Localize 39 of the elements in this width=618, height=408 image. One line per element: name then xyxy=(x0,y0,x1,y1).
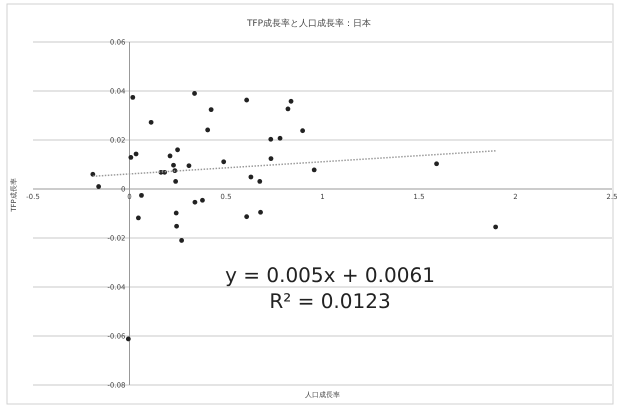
point xyxy=(244,98,250,102)
point xyxy=(134,152,138,156)
point xyxy=(136,216,141,220)
point xyxy=(288,98,294,104)
point xyxy=(192,91,197,96)
point xyxy=(248,174,254,180)
chart-title: TFP成長率と人口成長率：日本 xyxy=(246,18,372,29)
point xyxy=(434,161,439,166)
point xyxy=(139,192,144,198)
point xyxy=(286,106,290,112)
point xyxy=(130,94,136,100)
point xyxy=(268,156,274,162)
point xyxy=(128,154,134,160)
point xyxy=(278,136,282,141)
point xyxy=(221,159,226,164)
point xyxy=(148,120,154,125)
point xyxy=(96,184,102,189)
point xyxy=(258,210,263,215)
point xyxy=(192,200,198,205)
annotation: R² = 0.0123 xyxy=(269,289,391,313)
point xyxy=(175,147,180,152)
point xyxy=(200,198,205,203)
point xyxy=(186,163,192,168)
annotation: y = 0.005x + 0.0061 xyxy=(225,263,435,287)
point xyxy=(257,179,262,184)
point xyxy=(205,128,210,132)
point xyxy=(126,336,131,342)
point xyxy=(208,107,214,112)
point xyxy=(168,154,172,158)
point xyxy=(493,224,498,230)
point xyxy=(268,136,274,142)
point xyxy=(179,238,184,243)
point xyxy=(244,214,250,220)
point xyxy=(171,162,176,168)
point xyxy=(174,224,179,229)
point xyxy=(312,167,317,172)
point xyxy=(173,179,178,184)
point xyxy=(300,128,306,134)
point xyxy=(174,210,179,216)
